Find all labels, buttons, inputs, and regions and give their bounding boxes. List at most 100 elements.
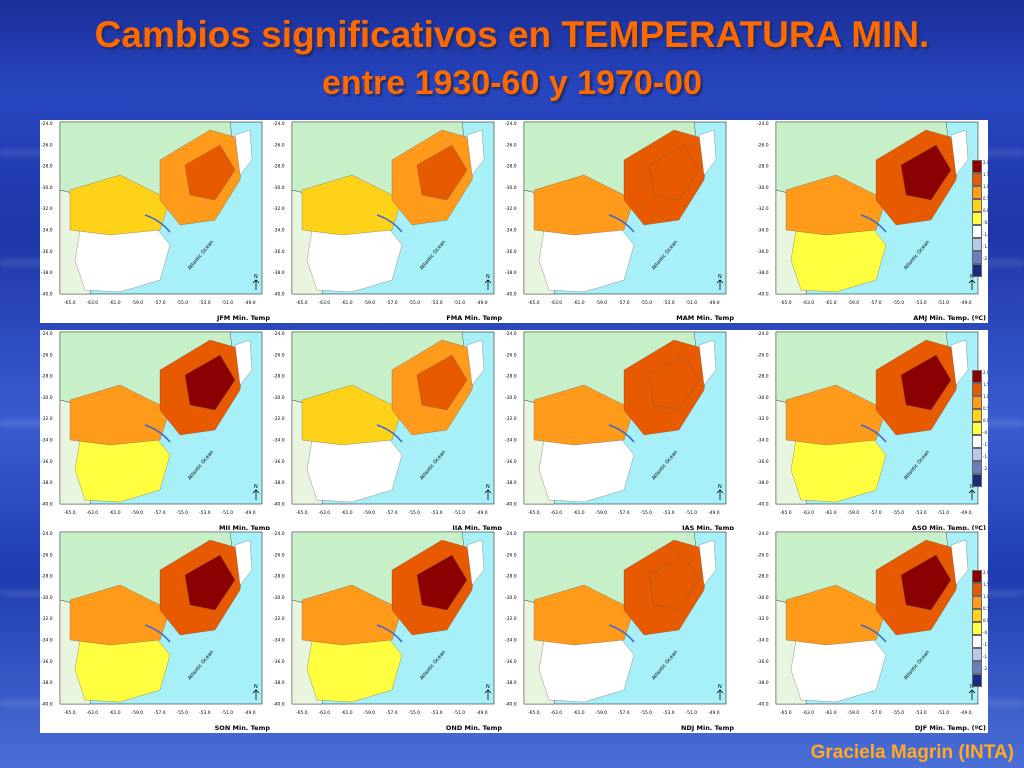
color-legend: 2.0 1.5 1.0 0.5 0.0 -0.5 -1.0 -1.5 -2.0 [972, 160, 988, 277]
x-tick-label: -59.0 [848, 710, 860, 716]
x-tick-label: -65.0 [780, 300, 792, 306]
y-tick-label: -32.0 [757, 616, 769, 622]
y-tick-label: -38.0 [757, 270, 769, 276]
y-tick-label: -24.0 [41, 531, 53, 537]
y-tick-label: -26.0 [757, 552, 769, 558]
legend-swatch [972, 383, 982, 396]
map-figure: -24.0 -26.0 -28.0 -30.0 -32.0 -34.0 -36.0 -38.0… [41, 531, 263, 716]
north-arrow-icon: N [254, 274, 258, 280]
x-tick-label: -49.0 [708, 510, 720, 516]
y-tick-label: -40.0 [41, 291, 53, 297]
x-tick-label: -61.0 [341, 300, 353, 306]
x-tick-label: -57.0 [618, 510, 630, 516]
legend-swatch [972, 583, 982, 596]
legend-level-label: -1.0 [983, 642, 988, 647]
x-tick-label: -53.0 [199, 510, 211, 516]
x-tick-label: -57.0 [618, 710, 630, 716]
x-tick-label: -63.0 [803, 510, 815, 516]
y-tick-label: -38.0 [505, 480, 517, 486]
y-tick-label: -32.0 [505, 616, 517, 622]
y-tick-label: -28.0 [41, 574, 53, 580]
legend-level-label: 1.5 [983, 582, 988, 587]
map-panel: -24.0 -26.0 -28.0 -30.0 -32.0 -34.0 -36.0 -38.0… [40, 330, 272, 533]
y-tick-label: -32.0 [757, 416, 769, 422]
legend-level-label: 2.0 [983, 570, 988, 575]
y-tick-label: -24.0 [273, 331, 285, 337]
x-tick-label: -65.0 [64, 300, 76, 306]
y-tick-label: -38.0 [273, 270, 285, 276]
north-arrow-icon: N [718, 484, 722, 490]
map-panel-label: MJJ Min. Temp [218, 524, 270, 532]
y-tick-label: -26.0 [757, 352, 769, 358]
map-panel-label: JAS Min. Temp [682, 524, 734, 532]
y-tick-label: -30.0 [505, 595, 517, 601]
x-tick-label: -63.0 [87, 510, 99, 516]
y-tick-label: -32.0 [757, 206, 769, 212]
y-tick-label: -32.0 [273, 206, 285, 212]
x-tick-label: -65.0 [64, 710, 76, 716]
x-tick-label: -53.0 [915, 710, 927, 716]
north-arrow-icon: N [718, 684, 722, 690]
x-tick-label: -49.0 [476, 510, 488, 516]
y-tick-label: -24.0 [41, 121, 53, 127]
x-tick-label: -55.0 [409, 710, 421, 716]
legend-level-label: 0.5 [983, 406, 988, 411]
x-tick-label: -61.0 [109, 300, 121, 306]
y-tick-label: -28.0 [41, 164, 53, 170]
x-tick-label: -51.0 [938, 300, 950, 306]
credit-text: Graciela Magrin (INTA) [810, 742, 1014, 763]
map-figure: -24.0 -26.0 -28.0 -30.0 -32.0 -34.0 -36.0 -38.0… [505, 121, 727, 306]
map-panel: -24.0 -26.0 -28.0 -30.0 -32.0 -34.0 -36.0 -38.0… [272, 120, 504, 323]
y-tick-label: -28.0 [757, 164, 769, 170]
map-panel: -24.0 -26.0 -28.0 -30.0 -32.0 -34.0 -36.0 -38.0… [504, 330, 736, 533]
map-grid: -24.0 -26.0 -28.0 -30.0 -32.0 -34.0 -36.0 -38.0… [40, 120, 988, 733]
slide-title-line1: Cambios significativos en TEMPERATURA MI… [94, 14, 930, 55]
map-panel-label: FMA Min. Temp [446, 314, 502, 322]
x-tick-label: -63.0 [87, 710, 99, 716]
y-tick-label: -30.0 [273, 185, 285, 191]
y-tick-label: -28.0 [273, 164, 285, 170]
map-panel-label: JFM Min. Temp [216, 314, 270, 322]
legend-level-label: 0.5 [983, 606, 988, 611]
y-tick-label: -38.0 [41, 480, 53, 486]
legend-swatch [972, 461, 982, 474]
x-tick-label: -59.0 [596, 710, 608, 716]
x-tick-label: -55.0 [893, 710, 905, 716]
legend-level-label: 0.0 [983, 208, 988, 213]
legend-swatch [972, 264, 982, 277]
x-tick-label: -61.0 [341, 710, 353, 716]
legend-swatch [972, 474, 982, 487]
map-panel-label: AMJ Min. Temp. (ºC) [913, 314, 986, 322]
y-tick-label: -28.0 [757, 574, 769, 580]
x-tick-label: -63.0 [551, 300, 563, 306]
y-tick-label: -36.0 [505, 249, 517, 255]
north-arrow-icon: N [486, 274, 490, 280]
x-tick-label: -59.0 [364, 300, 376, 306]
x-tick-label: -49.0 [244, 300, 256, 306]
x-tick-label: -57.0 [870, 510, 882, 516]
x-tick-label: -55.0 [177, 300, 189, 306]
map-panel: -24.0 -26.0 -28.0 -30.0 -32.0 -34.0 -36.0 -38.0… [756, 330, 988, 533]
map-panel: -24.0 -26.0 -28.0 -30.0 -32.0 -34.0 -36.0 -38.0… [40, 530, 272, 733]
y-tick-label: -36.0 [757, 459, 769, 465]
legend-level-label: -2.0 [983, 256, 988, 261]
y-tick-label: -32.0 [41, 416, 53, 422]
legend-swatch [972, 435, 982, 448]
y-tick-label: -34.0 [273, 228, 285, 234]
map-figure: -24.0 -26.0 -28.0 -30.0 -32.0 -34.0 -36.0 -38.0… [505, 531, 727, 716]
legend-swatch [972, 570, 982, 583]
legend-level-label: 2.0 [983, 160, 988, 165]
y-tick-label: -32.0 [505, 206, 517, 212]
y-tick-label: -32.0 [273, 616, 285, 622]
legend-level-label: 0.0 [983, 618, 988, 623]
x-tick-label: -49.0 [244, 510, 256, 516]
legend-level-label: 0.0 [983, 418, 988, 423]
x-tick-label: -65.0 [528, 300, 540, 306]
map-figure: -24.0 -26.0 -28.0 -30.0 -32.0 -34.0 -36.0 -38.0… [273, 531, 495, 716]
map-figure: -24.0 -26.0 -28.0 -30.0 -32.0 -34.0 -36.0 -38.0… [757, 121, 979, 306]
legend-swatch [972, 409, 982, 422]
legend-level-label: 1.0 [983, 184, 988, 189]
y-tick-label: -38.0 [757, 680, 769, 686]
x-tick-label: -53.0 [663, 300, 675, 306]
y-tick-label: -36.0 [41, 659, 53, 665]
